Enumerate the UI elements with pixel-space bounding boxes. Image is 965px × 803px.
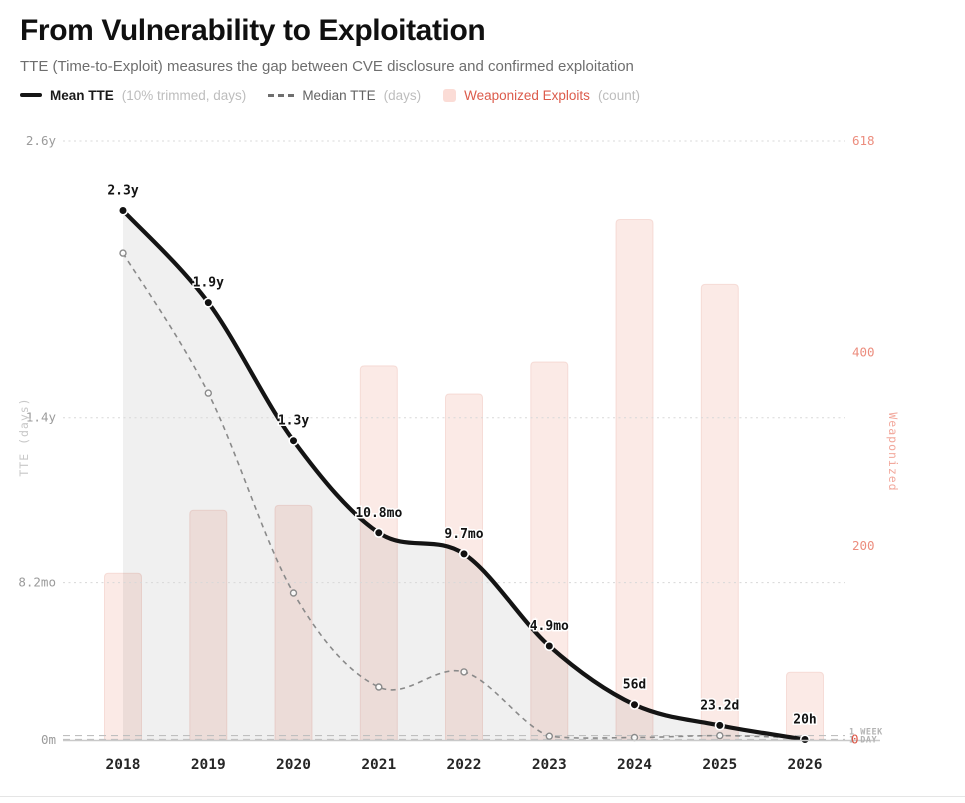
legend-label-mean: Mean TTE	[50, 87, 114, 103]
mean-point-2026[interactable]	[799, 734, 811, 745]
reflabel-1-day: 1 DAY	[849, 735, 877, 745]
bar-2022[interactable]	[445, 393, 483, 741]
mean-area-fill	[123, 210, 805, 740]
mean-point-2022[interactable]	[458, 548, 470, 560]
left-tick-2.6y: 2.6y	[26, 133, 57, 148]
median-point-2020[interactable]	[289, 589, 298, 597]
legend-sub-median: (days)	[383, 87, 422, 103]
bar-2025[interactable]	[700, 283, 739, 741]
median-point-2025[interactable]	[716, 731, 724, 740]
bar-2021[interactable]	[359, 365, 398, 741]
mean-point-label-2023: 4.9mo	[530, 619, 569, 634]
median-dash-swatch-icon	[268, 93, 295, 97]
left-tick-0m: 0m	[41, 732, 56, 747]
mean-point-2020[interactable]	[288, 435, 299, 446]
median-point-2019[interactable]	[204, 389, 213, 397]
legend-item-median-tte[interactable]: Median TTE (days)	[268, 88, 421, 103]
legend: Mean TTE (10% trimmed, days) Median TTE …	[20, 88, 950, 103]
x-tick-2019: 2019	[191, 757, 226, 773]
bar-2018[interactable]	[104, 572, 142, 741]
right-tick-400: 400	[852, 344, 875, 359]
bottom-divider	[0, 796, 965, 797]
mean-point-label-2020: 1.3y	[278, 414, 309, 429]
median-tte-line	[122, 252, 806, 739]
mean-point-2021[interactable]	[373, 527, 384, 538]
mean-point-2019[interactable]	[203, 297, 214, 308]
chart-header: From Vulnerability to Exploitation TTE (…	[20, 14, 950, 103]
left-axis-title: TTE (days)	[17, 397, 31, 476]
right-tick-0: 0	[851, 732, 859, 747]
legend-item-weaponized[interactable]: Weaponized Exploits (count)	[443, 88, 640, 103]
mean-point-label-2024: 56d	[623, 678, 646, 693]
mean-point-label-2026: 20h	[793, 713, 816, 728]
right-tick-200: 200	[852, 538, 875, 553]
x-tick-2020: 2020	[276, 757, 311, 773]
mean-point-label-2022: 9.7mo	[444, 527, 483, 542]
bar-2026[interactable]	[786, 671, 824, 741]
mean-point-2025[interactable]	[714, 720, 725, 731]
median-point-2023[interactable]	[545, 732, 553, 740]
mean-point-label-2019: 1.9y	[193, 276, 224, 291]
x-tick-2024: 2024	[617, 757, 652, 773]
bar-2023[interactable]	[530, 361, 569, 741]
reflabel-1-week: 1 WEEK	[849, 728, 883, 738]
legend-label-weaponized: Weaponized Exploits	[464, 87, 590, 103]
x-tick-2023: 2023	[532, 757, 567, 773]
bar-2024[interactable]	[615, 219, 654, 741]
x-tick-2018: 2018	[106, 757, 141, 773]
mean-point-2023[interactable]	[544, 640, 555, 652]
median-point-2021[interactable]	[375, 683, 383, 691]
mean-point-2024[interactable]	[629, 699, 640, 710]
legend-label-median: Median TTE	[302, 87, 376, 103]
mean-line-swatch-icon	[20, 93, 42, 97]
bar-2019[interactable]	[189, 509, 228, 741]
left-tick-1.4y: 1.4y	[26, 410, 57, 425]
x-tick-2022: 2022	[447, 757, 482, 773]
bar-2020[interactable]	[274, 504, 313, 741]
right-tick-618: 618	[852, 133, 875, 148]
mean-point-label-2021: 10.8mo	[355, 506, 402, 521]
median-point-2024[interactable]	[630, 733, 639, 742]
page-title: From Vulnerability to Exploitation	[20, 14, 486, 47]
median-point-2022[interactable]	[460, 668, 468, 676]
legend-sub-weaponized: (count)	[597, 87, 640, 103]
x-tick-2026: 2026	[788, 757, 823, 773]
x-tick-2021: 2021	[361, 757, 396, 773]
mean-point-label-2018: 2.3y	[107, 184, 138, 199]
weaponized-square-swatch-icon	[443, 88, 457, 102]
mean-point-label-2025: 23.2d	[700, 698, 739, 713]
median-point-2018[interactable]	[119, 249, 127, 257]
left-tick-8.2mo: 8.2mo	[18, 575, 56, 590]
legend-item-mean-tte[interactable]: Mean TTE (10% trimmed, days)	[20, 88, 246, 103]
mean-point-2018[interactable]	[117, 205, 129, 216]
page-subtitle: TTE (Time-to-Exploit) measures the gap b…	[20, 57, 634, 75]
right-axis-title: Weaponized	[886, 412, 900, 491]
legend-sub-mean: (10% trimmed, days)	[121, 87, 247, 103]
x-tick-2025: 2025	[702, 757, 737, 773]
mean-tte-line	[120, 208, 808, 742]
